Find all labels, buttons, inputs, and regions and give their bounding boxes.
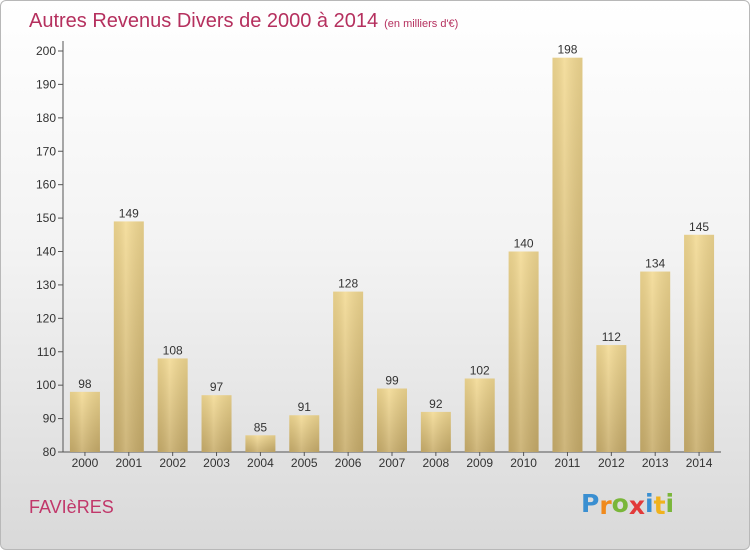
x-tick-label: 2005 [291,456,318,470]
x-tick-label: 2003 [203,456,230,470]
x-tick-label: 2008 [423,456,450,470]
bar-value-label: 99 [385,374,399,388]
chart-title-text: Autres Revenus Divers de 2000 à 2014 [29,10,379,32]
y-tick-label: 120 [36,311,56,325]
bar-value-label: 98 [78,377,92,391]
x-tick-label: 2000 [72,456,99,470]
bar-shade [552,57,583,452]
logo-letter: x [628,491,645,520]
bar-shade [289,415,320,452]
bar-shade [113,221,144,452]
y-tick-label: 150 [36,211,56,225]
bar-value-label: 198 [557,43,577,57]
bar-value-label: 145 [689,220,709,234]
y-tick-label: 100 [36,378,56,392]
bar-shade [640,271,671,452]
y-tick-label: 180 [36,111,56,125]
bar-value-label: 134 [645,257,665,271]
bar-shade [201,395,232,452]
bar-shade [596,345,627,452]
bar-value-label: 102 [470,363,490,377]
x-tick-label: 2012 [598,456,625,470]
bar-shade [420,411,451,452]
bar-shade [333,291,364,452]
bar-value-label: 112 [602,330,621,344]
proxiti-logo: Proxiti [581,489,675,520]
x-tick-label: 2001 [115,456,142,470]
y-tick-label: 160 [36,178,56,192]
x-tick-label: 2010 [510,456,537,470]
bar-value-label: 97 [210,380,224,394]
x-tick-label: 2006 [335,456,362,470]
y-tick-label: 170 [36,144,56,158]
y-tick-label: 140 [36,245,56,259]
bar-value-label: 91 [298,400,312,414]
y-tick-label: 80 [43,445,57,459]
x-tick-label: 2009 [466,456,493,470]
logo-letter: i [645,489,654,518]
y-tick-label: 130 [36,278,56,292]
bar-value-label: 140 [514,237,534,251]
logo-letter: r [599,491,612,520]
bar-shade [684,234,715,452]
y-tick-label: 110 [37,345,56,359]
bar-shade [508,251,539,452]
bar-value-label: 149 [119,206,139,220]
logo-letter: t [653,491,666,520]
x-tick-label: 2007 [379,456,406,470]
chart-subtitle: (en milliers d'€) [384,18,459,30]
bar-shade [377,388,407,452]
bar-shade [69,391,100,452]
bar-shade [464,378,495,452]
bar-shade [245,435,276,452]
bar-value-label: 108 [163,343,183,357]
x-tick-label: 2004 [247,456,274,470]
x-tick-label: 2011 [555,456,581,470]
logo-letter: o [611,489,629,518]
logo-letter: i [665,489,675,518]
bar-value-label: 85 [254,420,268,434]
x-tick-label: 2002 [159,456,186,470]
x-tick-label: 2013 [642,456,669,470]
bar-value-label: 92 [429,397,443,411]
location-label: FAVIèRES [29,497,114,517]
y-tick-label: 200 [36,44,56,58]
chart-title: Autres Revenus Divers de 2000 à 2014 (en … [29,10,458,33]
logo-letter: P [581,489,600,518]
bar-value-label: 128 [338,277,358,291]
y-tick-label: 190 [36,77,56,91]
bar-shade [157,358,188,452]
x-tick-label: 2014 [686,456,713,470]
y-tick-label: 90 [43,412,57,426]
